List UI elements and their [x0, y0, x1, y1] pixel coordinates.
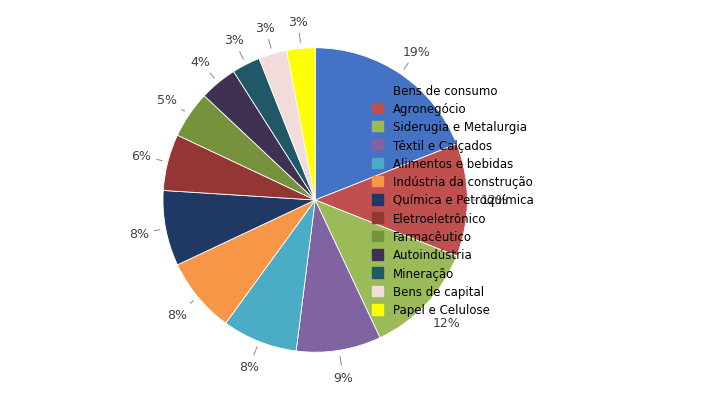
Wedge shape	[178, 200, 315, 323]
Wedge shape	[226, 200, 315, 351]
Text: 8%: 8%	[239, 347, 259, 374]
Text: 3%: 3%	[289, 16, 308, 44]
Text: 5%: 5%	[157, 93, 185, 112]
Wedge shape	[234, 59, 315, 200]
Text: 12%: 12%	[430, 308, 460, 330]
Text: 8%: 8%	[128, 228, 160, 241]
Wedge shape	[163, 191, 315, 265]
Text: 8%: 8%	[167, 301, 194, 321]
Text: 3%: 3%	[224, 34, 244, 60]
Wedge shape	[315, 49, 457, 200]
Text: 3%: 3%	[255, 22, 275, 49]
Wedge shape	[164, 136, 315, 200]
Text: 6%: 6%	[131, 150, 162, 162]
Text: 19%: 19%	[402, 46, 430, 70]
Text: 12%: 12%	[473, 194, 509, 207]
Wedge shape	[178, 97, 315, 200]
Wedge shape	[204, 72, 315, 200]
Wedge shape	[259, 51, 315, 200]
Wedge shape	[315, 200, 457, 338]
Wedge shape	[315, 145, 468, 256]
Text: 4%: 4%	[191, 56, 214, 79]
Wedge shape	[286, 49, 315, 200]
Text: 9%: 9%	[333, 356, 353, 384]
Legend: Bens de consumo, Agronegócio, Siderugia e Metalurgia, Têxtil e Calçados, Aliment: Bens de consumo, Agronegócio, Siderugia …	[368, 81, 537, 320]
Wedge shape	[296, 200, 380, 352]
